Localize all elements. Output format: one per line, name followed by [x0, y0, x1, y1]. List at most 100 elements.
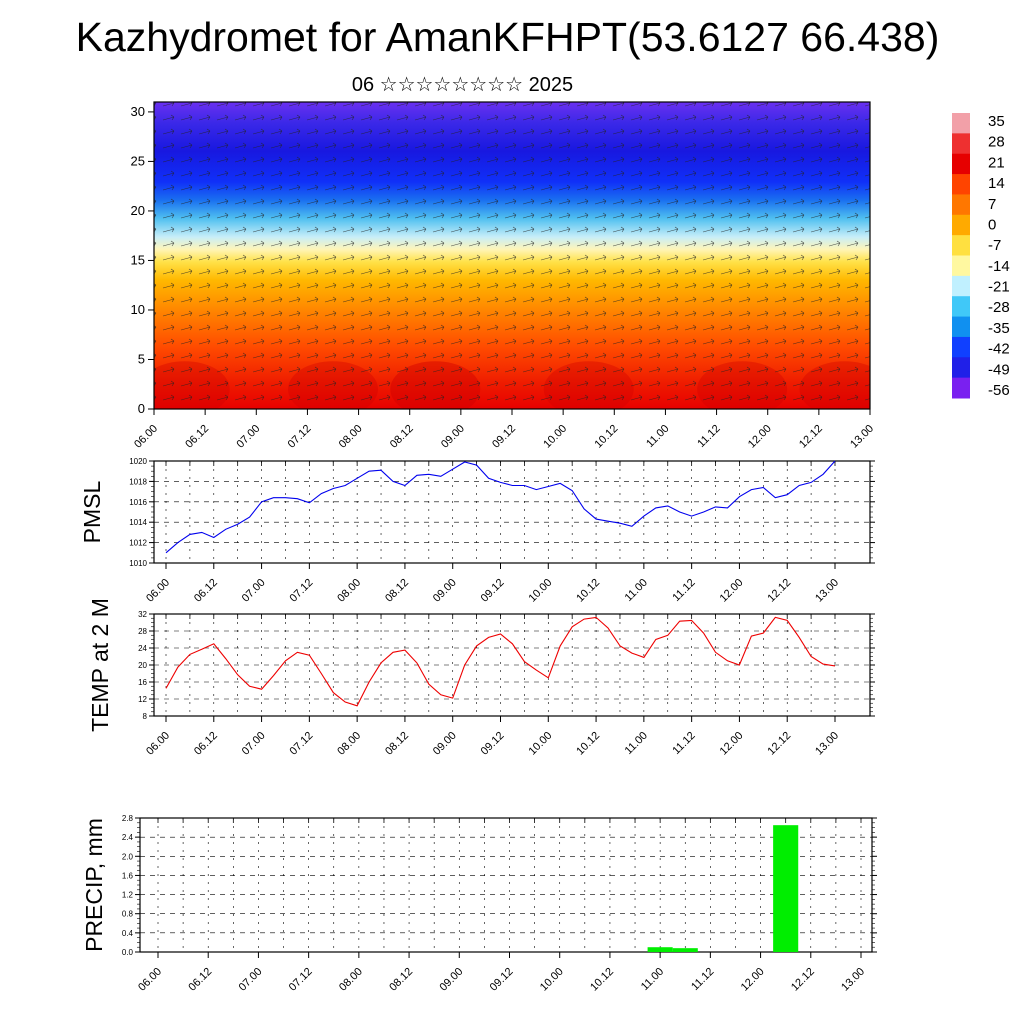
x-tick-label: 07.00: [237, 966, 265, 994]
y-tick-label: 30: [131, 104, 145, 119]
colorbar-cell: [952, 194, 970, 216]
x-tick-label: 08.00: [337, 423, 365, 451]
panel-frame: [139, 817, 873, 953]
x-tick-label: 08.12: [383, 730, 411, 758]
x-tick-label: 09.00: [431, 577, 459, 605]
colorbar-cell: [952, 336, 970, 358]
x-tick-label: 10.12: [592, 423, 620, 451]
x-tick-label: 12.00: [746, 423, 774, 451]
x-tick-label: 09.00: [437, 966, 465, 994]
x-tick-label: 09.12: [479, 730, 507, 758]
colorbar-label: 7: [988, 196, 996, 213]
colorbar-label: 35: [988, 113, 1005, 130]
x-tick-label: 13.00: [848, 423, 876, 451]
y-tick-label: 1018: [129, 477, 147, 486]
panel-frame: [153, 613, 871, 717]
colorbar-cell: [952, 316, 970, 338]
x-tick-label: 13.00: [813, 730, 841, 758]
x-tick-label: 11.00: [623, 730, 650, 757]
precip-bar: [672, 948, 698, 952]
x-tick-label: 07.12: [288, 730, 316, 758]
x-tick-label: 07.00: [234, 423, 262, 451]
y-tick-label: 28: [138, 627, 147, 636]
y-tick-label: 1010: [129, 559, 147, 568]
x-tick-label: 13.00: [839, 966, 867, 994]
y-tick-label: 24: [138, 644, 147, 653]
panel-frame: [153, 460, 871, 564]
x-tick-label: 12.12: [765, 730, 793, 758]
y-tick-label: 1020: [129, 457, 147, 466]
x-tick-label: 12.00: [718, 730, 746, 758]
y-axis-title: PMSL: [79, 480, 105, 543]
x-tick-label: 06.00: [136, 966, 164, 994]
y-tick-label: 2.0: [122, 852, 134, 861]
x-tick-label: 06.00: [144, 577, 172, 605]
x-tick-label: 06.00: [144, 730, 172, 758]
y-tick-label: 0.4: [122, 929, 134, 938]
y-tick-label: 10: [131, 302, 145, 317]
colorbar-label: -7: [988, 237, 1001, 254]
pmsl-panel: 1010 1012 1014 1016 1018 1020 06.00 06.12 07.00 0…: [79, 457, 875, 605]
y-tick-label: 8: [143, 712, 148, 721]
y-tick-label: 15: [131, 252, 145, 267]
x-tick-label: 12.00: [739, 966, 767, 994]
colorbar-cell: [952, 255, 970, 277]
x-tick-label: 12.12: [797, 423, 825, 451]
x-tick-label: 09.00: [431, 730, 459, 758]
colorbar-label: 28: [988, 134, 1005, 151]
colorbar-label: -28: [988, 299, 1010, 316]
colorbar-label: -14: [988, 258, 1010, 275]
x-tick-label: 11.00: [639, 966, 666, 993]
x-tick-label: 09.12: [479, 577, 507, 605]
colorbar-cell: [952, 153, 970, 175]
y-tick-label: 1.2: [122, 891, 134, 900]
chart-title: Kazhydromet for AmanKFHPT(53.6127 66.438…: [75, 14, 940, 60]
x-tick-label: 08.00: [335, 577, 363, 605]
x-tick-label: 11.12: [689, 966, 716, 993]
precip-bar: [647, 947, 673, 952]
colorbar-cell: [952, 377, 970, 399]
wind-vectors: [154, 102, 870, 409]
y-tick-label: 32: [138, 610, 147, 619]
x-tick-label: 11.12: [670, 730, 697, 757]
x-tick-label: 11.00: [644, 423, 671, 450]
x-tick-label: 08.12: [388, 423, 416, 451]
colorbar-cell: [952, 214, 970, 236]
x-tick-label: 10.12: [588, 966, 616, 994]
x-tick-label: 06.12: [183, 423, 211, 451]
y-tick-label: 2.4: [122, 833, 134, 842]
y-tick-label: 0.8: [122, 910, 134, 919]
x-tick-label: 08.00: [337, 966, 365, 994]
x-tick-label: 08.12: [387, 966, 415, 994]
x-tick-label: 12.12: [765, 577, 793, 605]
y-tick-label: 5: [138, 351, 145, 366]
x-tick-label: 13.00: [813, 577, 841, 605]
colorbar-label: -42: [988, 341, 1010, 358]
colorbar-label: 14: [988, 175, 1005, 192]
y-tick-label: 1012: [129, 539, 147, 548]
y-tick-label: 1.6: [122, 871, 134, 880]
x-tick-label: 10.00: [526, 730, 554, 758]
x-tick-label: 12.00: [718, 577, 746, 605]
chart-subtitle: 06 ☆☆☆☆☆☆☆☆ 2025: [351, 74, 574, 96]
y-tick-label: 16: [138, 678, 147, 687]
colorbar-label: -35: [988, 320, 1010, 337]
x-tick-label: 11.12: [670, 577, 697, 604]
colorbar-cell: [952, 113, 970, 134]
y-tick-label: 0.0: [122, 948, 134, 957]
y-tick-label: 2.8: [122, 814, 134, 823]
y-tick-label: 1014: [129, 518, 147, 527]
x-tick-label: 06.12: [192, 730, 220, 758]
x-tick-label: 09.12: [488, 966, 516, 994]
pmsl-line: [165, 460, 836, 554]
x-tick-label: 07.12: [288, 577, 316, 605]
colorbar-cell: [952, 133, 970, 155]
y-tick-label: 0: [138, 401, 145, 416]
colorbar-cell: [952, 296, 970, 318]
temp-line: [165, 616, 836, 707]
precip-bar: [773, 825, 799, 952]
x-tick-label: 07.00: [240, 730, 268, 758]
colorbar-label: 21: [988, 154, 1005, 171]
x-tick-label: 08.12: [383, 577, 411, 605]
